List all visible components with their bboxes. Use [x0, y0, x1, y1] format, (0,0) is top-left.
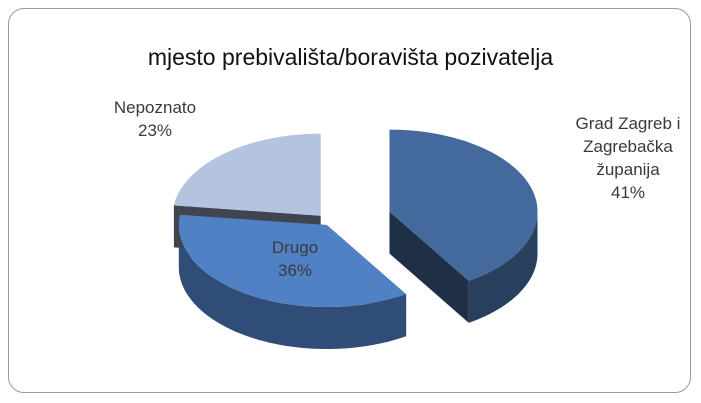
pie-slice [173, 133, 321, 216]
value-label: 41% [610, 183, 646, 202]
category-label: Grad Zagreb i Zagrebačka županija [575, 114, 681, 179]
data-label: Grad Zagreb i Zagrebačka županija 41% [568, 112, 688, 204]
slice-outer-wall [178, 225, 407, 349]
chart-title: mjesto prebivališta/boravišta pozivatelj… [147, 44, 554, 70]
value-label: 36% [277, 261, 313, 280]
slice-outer-wall [468, 211, 538, 323]
pie-slice [389, 129, 538, 281]
category-label: Nepoznato [113, 98, 197, 117]
chart-frame [8, 8, 691, 393]
value-label: 23% [137, 121, 173, 140]
data-label: Drugo 36% [240, 236, 350, 282]
data-label: Nepoznato 23% [95, 96, 215, 142]
category-label: Drugo [271, 238, 319, 257]
slice-radial-face [389, 211, 469, 323]
pie-slice [178, 214, 407, 307]
